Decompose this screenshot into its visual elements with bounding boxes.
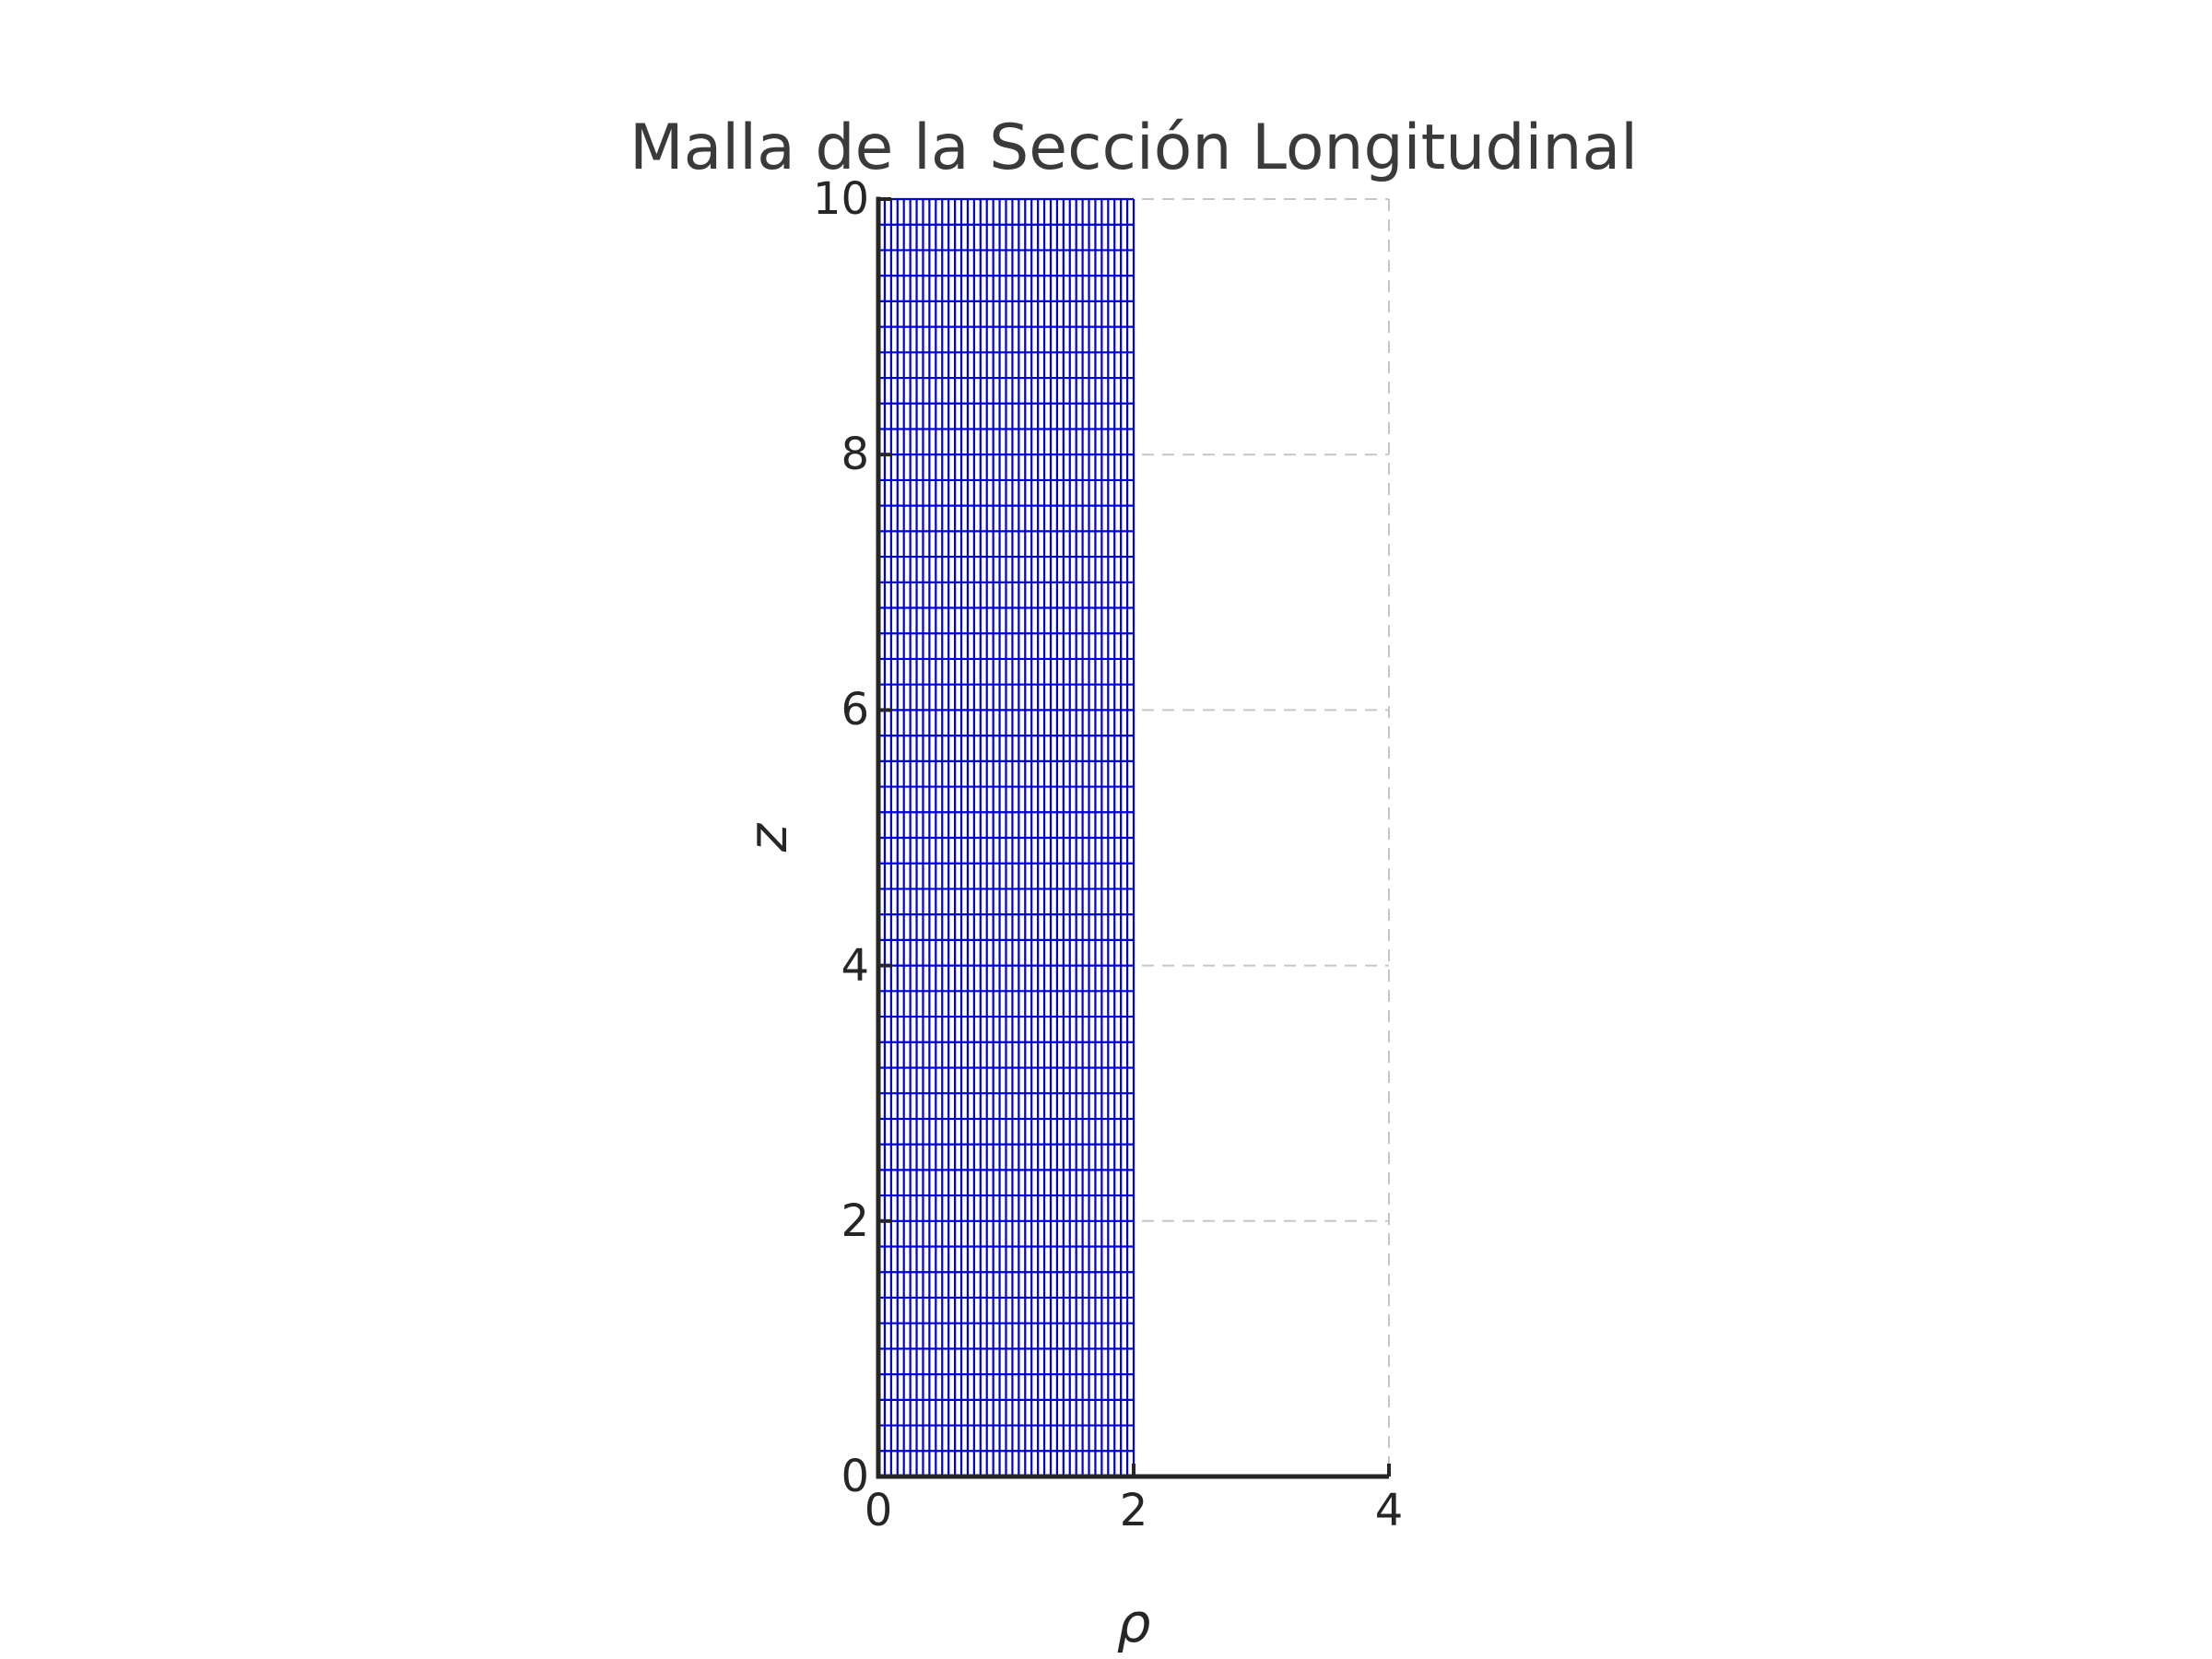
y-tick-label: 2 — [841, 1194, 869, 1247]
mesh-plot-svg — [876, 196, 1391, 1479]
plot-area — [876, 196, 1391, 1479]
x-tick-label: 4 — [1374, 1485, 1404, 1536]
y-tick-label: 0 — [841, 1451, 869, 1502]
y-tick-label: 8 — [841, 429, 869, 481]
x-tick-label: 2 — [1119, 1485, 1148, 1536]
y-tick-label: 6 — [841, 684, 869, 736]
x-tick-label: 0 — [864, 1485, 893, 1536]
y-tick-label: 10 — [812, 173, 869, 225]
y-tick-label: 4 — [841, 939, 869, 992]
chart-title: Malla de la Sección Longitudinal — [629, 112, 1639, 184]
x-axis-label: ρ — [1116, 1592, 1151, 1654]
y-axis-label: z — [736, 823, 799, 853]
